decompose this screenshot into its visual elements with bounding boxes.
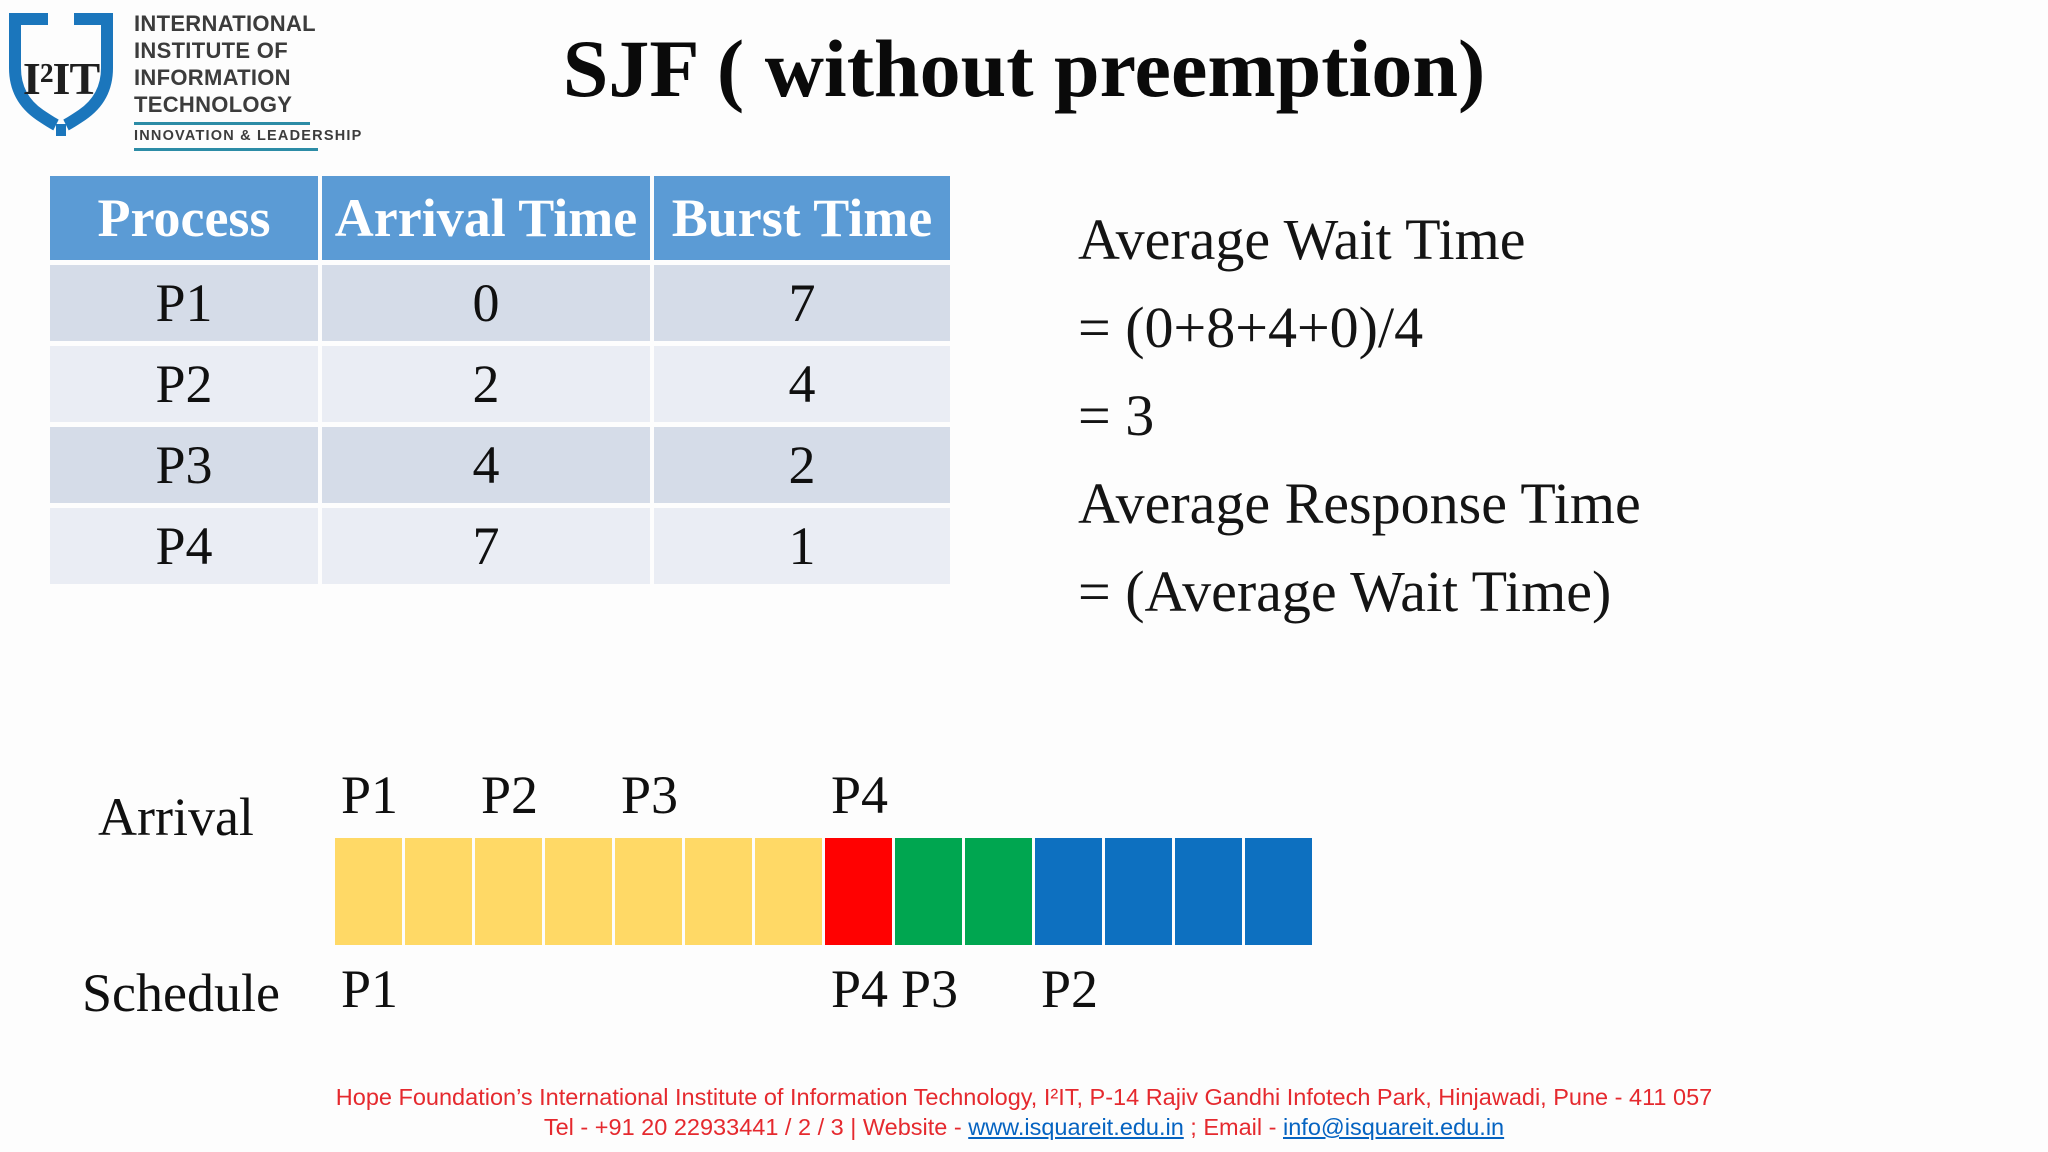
gantt-cell-p3 [965,838,1032,945]
logo-org-line: TECHNOLOGY [134,92,293,117]
table-cell: 4 [322,427,650,503]
calculation-line: Average Wait Time [1078,207,1526,272]
schedule-marker-p3: P3 [901,959,959,1019]
table-cell: P2 [50,346,318,422]
gantt-cell-p1 [755,838,822,945]
email-link[interactable]: info@isquareit.edu.in [1283,1114,1505,1140]
table-cell: 7 [322,508,650,584]
footer-address-line: Hope Foundation’s International Institut… [335,1084,1713,1110]
shield-icon [9,13,113,136]
table-header-cell: Burst Time [654,176,950,260]
arrival-marker-p3: P3 [621,765,679,825]
gantt-cell-p1 [335,838,402,945]
logo-org-lines: INTERNATIONAL INSTITUTE OF INFORMATION TECH… [134,10,424,118]
calculation-line: Average Response Time [1078,471,1641,536]
table-cell: P3 [50,427,318,503]
footer-contact-line: Tel - +91 20 22933441 / 2 / 3 | Website … [0,1112,2048,1142]
website-link[interactable]: www.isquareit.edu.in [968,1114,1184,1140]
gantt-cell-p3 [895,838,962,945]
gantt-cell-p2 [1175,838,1242,945]
table-cell: P4 [50,508,318,584]
gantt-cell-p2 [1245,838,1312,945]
footer: Hope Foundation’s International Institut… [0,1082,2048,1142]
table-cell: 4 [654,346,950,422]
calculation-line: = (Average Wait Time) [1078,559,1612,624]
gantt-cell-p1 [685,838,752,945]
institute-logo: I²IT INTERNATIONAL INSTITUTE OF INFORMATIO… [8,8,428,153]
gantt-cell-p2 [1105,838,1172,945]
table-cell: 7 [654,265,950,341]
table-cell: 2 [322,346,650,422]
table-header-cell: Process [50,176,318,260]
logo-divider-bottom [134,148,318,151]
logo-org-name: INTERNATIONAL INSTITUTE OF INFORMATION TECH… [134,10,424,151]
slide-title: SJF ( without preemption) [562,23,1486,114]
arrival-marker-p2: P2 [481,765,539,825]
arrival-axis-label: Arrival [98,787,254,847]
gantt-cell-p1 [615,838,682,945]
process-table: Process Arrival Time Burst Time P1 0 7 P2 2 4 P3 4… [50,176,950,584]
logo-org-line: INFORMATION [134,65,291,90]
schedule-marker-p4: P4 [831,959,889,1019]
schedule-marker-p2: P2 [1041,959,1099,1019]
gantt-strip [335,838,1315,945]
schedule-marker-p1: P1 [341,959,399,1019]
logo-monogram: I²IT [22,53,100,104]
schedule-axis-label: Schedule [82,963,280,1023]
logo-org-line: INTERNATIONAL [134,11,316,36]
logo-org-line: INSTITUTE OF [134,38,288,63]
gantt-cell-p1 [405,838,472,945]
calculation-block: Average Wait Time = (0+8+4+0)/4 = 3 Average… [1078,196,1778,636]
arrival-marker-p1: P1 [341,765,399,825]
table-cell: 0 [322,265,650,341]
calculation-line: = (0+8+4+0)/4 [1078,295,1424,360]
arrival-marker-p4: P4 [831,765,889,825]
gantt-cell-p1 [475,838,542,945]
footer-email-text: ; Email - [1183,1114,1283,1140]
table-cell: 1 [654,508,950,584]
logo-divider-top [134,122,310,125]
gantt-cell-p1 [545,838,612,945]
footer-tel-text: Tel - +91 20 22933441 / 2 / 3 | Website … [543,1114,969,1140]
calculation-line: = 3 [1078,383,1155,448]
gantt-cell-p4 [825,838,892,945]
table-cell: P1 [50,265,318,341]
table-cell: 2 [654,427,950,503]
table-header-cell: Arrival Time [322,176,650,260]
logo-tagline: INNOVATION & LEADERSHIP [134,128,363,144]
gantt-cell-p2 [1035,838,1102,945]
